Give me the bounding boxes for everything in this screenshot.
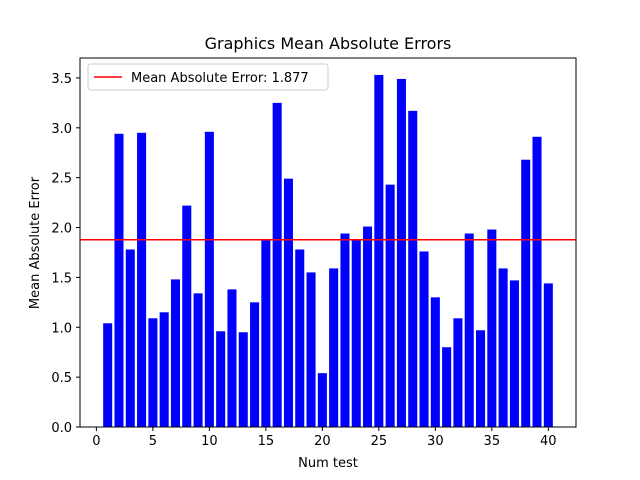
bar-34 (476, 330, 486, 427)
bar-24 (363, 226, 373, 427)
y-tick-label: 0.5 (51, 371, 72, 386)
bar-1 (103, 323, 113, 427)
bar-39 (532, 136, 542, 427)
y-tick-label: 0.0 (51, 421, 72, 436)
bar-27 (396, 78, 406, 428)
chart-title: Graphics Mean Absolute Errors (205, 34, 452, 53)
bar-22 (340, 233, 350, 427)
bar-10 (204, 131, 214, 428)
bar-15 (261, 239, 271, 427)
bar-32 (453, 318, 463, 427)
bar-3 (125, 249, 135, 427)
x-tick-label: 25 (371, 434, 388, 449)
bar-16 (272, 102, 282, 427)
bar-12 (227, 289, 237, 427)
bar-37 (509, 280, 519, 427)
axes-frame (79, 57, 577, 428)
legend-box (87, 63, 329, 91)
bar-23 (351, 239, 361, 427)
x-axis-label: Num test (298, 456, 358, 471)
bar-20 (317, 373, 327, 427)
y-tick-label: 3.0 (51, 122, 72, 137)
bar-31 (442, 347, 452, 427)
bar-38 (521, 159, 531, 428)
y-tick-label: 1.0 (51, 321, 72, 336)
bar-28 (408, 110, 418, 428)
bar-6 (159, 312, 169, 427)
y-axis-label: Mean Absolute Error (28, 176, 43, 309)
x-tick-label: 40 (540, 434, 557, 449)
y-ticks: 0.0 0.5 1.0 1.5 2.0 2.5 3.0 3.5 (51, 72, 80, 436)
bar-21 (329, 268, 339, 427)
bar-7 (170, 279, 180, 427)
bars-group (103, 74, 553, 428)
y-tick-label: 2.0 (51, 222, 72, 237)
bar-9 (193, 293, 203, 427)
x-tick-label: 30 (427, 434, 444, 449)
bar-29 (419, 251, 429, 427)
bar-26 (385, 184, 395, 427)
bar-36 (498, 268, 508, 427)
bar-33 (464, 233, 474, 427)
legend: Mean Absolute Error: 1.877 (87, 63, 329, 91)
bar-11 (216, 331, 226, 427)
legend-label: Mean Absolute Error: 1.877 (131, 71, 309, 86)
y-tick-label: 2.5 (51, 172, 72, 187)
bar-25 (374, 74, 384, 428)
bar-2 (114, 133, 124, 427)
bar-30 (430, 297, 440, 427)
bar-13 (238, 332, 248, 427)
x-ticks: 0 5 10 15 20 25 30 35 40 (92, 427, 557, 449)
bar-40 (543, 283, 553, 427)
x-tick-label: 15 (258, 434, 275, 449)
x-tick-label: 20 (314, 434, 331, 449)
y-tick-label: 1.5 (51, 271, 72, 286)
bar-8 (182, 205, 192, 427)
x-tick-label: 5 (149, 434, 157, 449)
bar-19 (306, 272, 316, 427)
x-tick-label: 35 (484, 434, 501, 449)
bar-17 (283, 178, 293, 427)
bar-18 (295, 249, 305, 427)
bar-5 (148, 318, 158, 427)
x-tick-label: 0 (92, 434, 100, 449)
bar-14 (250, 302, 260, 427)
plot-frame (79, 57, 577, 428)
y-tick-label: 3.5 (51, 72, 72, 87)
x-tick-label: 10 (201, 434, 218, 449)
bar-4 (137, 132, 147, 427)
bar-35 (487, 229, 497, 427)
